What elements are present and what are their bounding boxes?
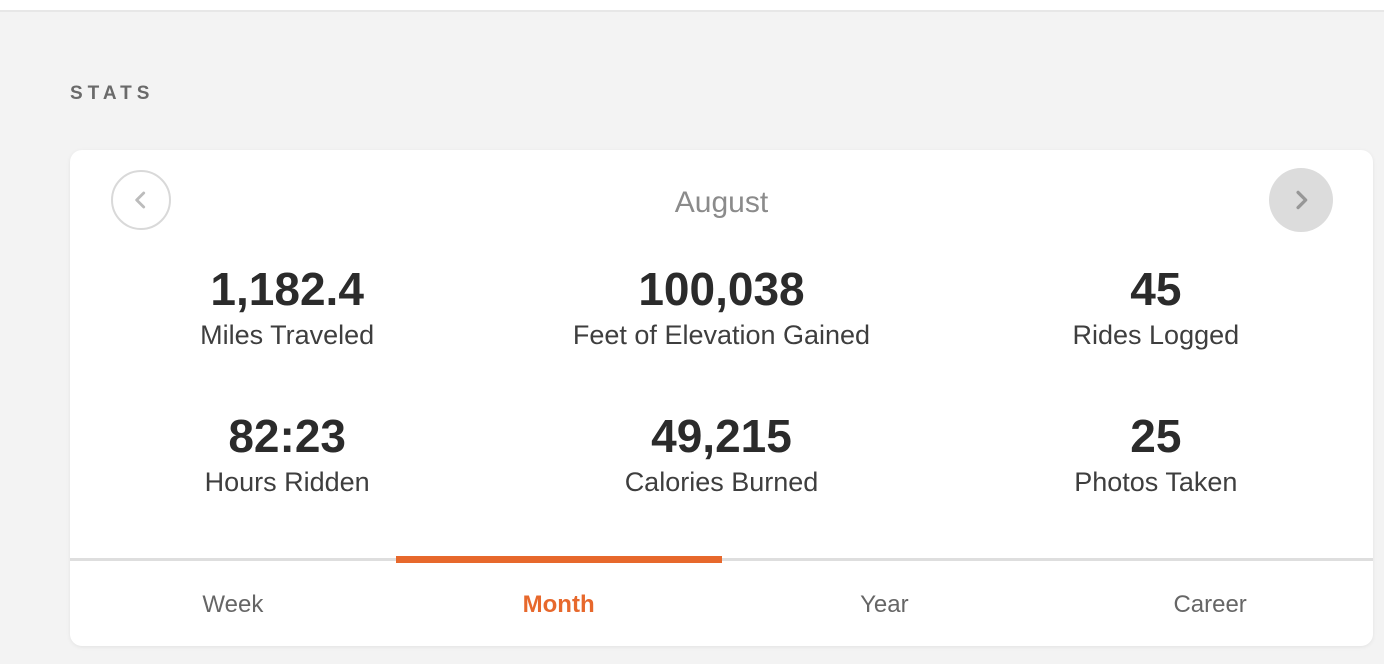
- stat-label: Photos Taken: [1074, 467, 1238, 497]
- stat-hours-ridden: 82:23 Hours Ridden: [70, 410, 504, 500]
- chevron-right-icon: [1287, 186, 1315, 214]
- stat-value: 82:23: [228, 410, 346, 462]
- tab-bar-divider: [70, 558, 1373, 561]
- stat-rides-logged: 45 Rides Logged: [939, 263, 1373, 353]
- tab-year[interactable]: Year: [722, 585, 1048, 619]
- stat-value: 1,182.4: [210, 263, 364, 315]
- stat-elevation-gained: 100,038 Feet of Elevation Gained: [504, 263, 938, 353]
- active-tab-indicator: [395, 556, 722, 563]
- top-header-edge: [0, 0, 1384, 12]
- stats-row: 1,182.4 Miles Traveled 100,038 Feet of E…: [70, 263, 1373, 353]
- stat-value: 45: [1130, 263, 1182, 315]
- stat-photos-taken: 25 Photos Taken: [939, 410, 1373, 500]
- stat-label: Miles Traveled: [200, 320, 375, 350]
- stats-grid: 1,182.4 Miles Traveled 100,038 Feet of E…: [70, 263, 1373, 500]
- stats-section-heading: STATS: [70, 83, 155, 104]
- period-title: August: [674, 186, 769, 219]
- chevron-left-icon: [128, 187, 154, 213]
- period-selector-header: August: [70, 150, 1373, 250]
- stat-value: 49,215: [651, 410, 792, 462]
- period-tab-bar: Week Month Year Career: [70, 556, 1373, 646]
- stats-row: 82:23 Hours Ridden 49,215 Calories Burne…: [70, 410, 1373, 500]
- stat-value: 100,038: [638, 263, 805, 315]
- stat-label: Feet of Elevation Gained: [572, 320, 871, 350]
- tabs: Week Month Year Career: [70, 558, 1373, 646]
- tab-month[interactable]: Month: [396, 585, 722, 619]
- tab-career[interactable]: Career: [1047, 585, 1373, 619]
- tab-week[interactable]: Week: [70, 585, 396, 619]
- previous-period-button[interactable]: [111, 170, 171, 230]
- stat-value: 25: [1130, 410, 1182, 462]
- stat-label: Calories Burned: [624, 467, 819, 497]
- next-period-button[interactable]: [1269, 168, 1333, 232]
- stat-label: Hours Ridden: [204, 467, 370, 497]
- stat-label: Rides Logged: [1072, 320, 1240, 350]
- stat-miles-traveled: 1,182.4 Miles Traveled: [70, 263, 504, 353]
- stats-card: August 1,182.4 Miles Traveled 100,038 Fe…: [70, 150, 1373, 646]
- stat-calories-burned: 49,215 Calories Burned: [504, 410, 938, 500]
